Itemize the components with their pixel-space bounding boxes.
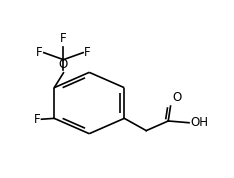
Text: O: O	[173, 91, 182, 104]
Text: OH: OH	[190, 116, 208, 129]
Text: F: F	[34, 113, 40, 126]
Text: F: F	[36, 46, 43, 59]
Text: O: O	[59, 58, 68, 71]
Text: F: F	[60, 32, 67, 45]
Text: F: F	[84, 46, 91, 59]
